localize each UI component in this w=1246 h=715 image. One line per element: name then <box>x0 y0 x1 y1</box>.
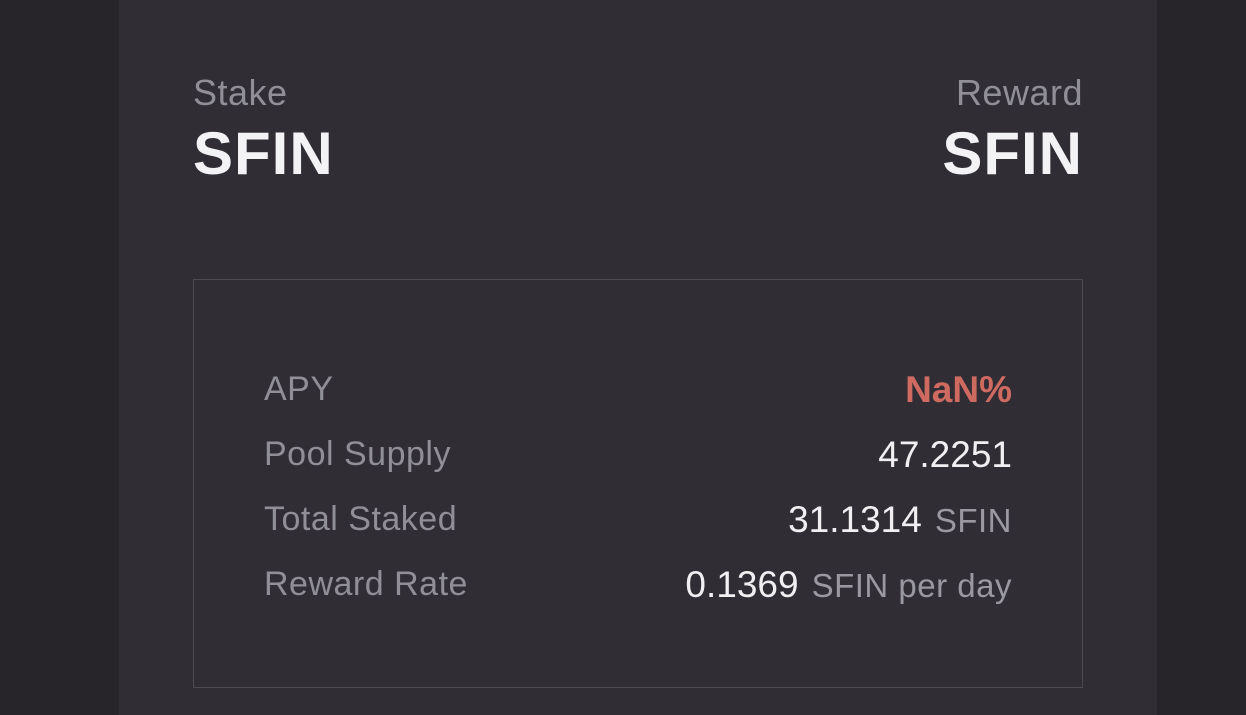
stat-row-apy: APY NaN% <box>264 357 1012 422</box>
reward-rate-unit: SFIN per day <box>811 566 1012 604</box>
staking-pool-content: Stake SFIN Reward SFIN APY NaN% Pool Sup… <box>119 70 1157 688</box>
total-staked-value: 31.1314 <box>788 498 922 540</box>
apy-label: APY <box>264 370 334 409</box>
stat-row-total-staked: Total Staked 31.1314 SFIN <box>264 487 1012 552</box>
stat-row-pool-supply: Pool Supply 47.2251 <box>264 422 1012 487</box>
reward-rate-value: 0.1369 <box>685 563 799 605</box>
stat-row-reward-rate: Reward Rate 0.1369 SFIN per day <box>264 552 1012 617</box>
stake-reward-header: Stake SFIN Reward SFIN <box>193 70 1083 184</box>
staking-pool-panel: Stake SFIN Reward SFIN APY NaN% Pool Sup… <box>119 0 1157 715</box>
pool-stats-box: APY NaN% Pool Supply 47.2251 Total Stake… <box>193 278 1083 688</box>
stake-column: Stake SFIN <box>193 70 334 184</box>
total-staked-value-group: 31.1314 SFIN <box>788 499 1012 541</box>
stake-token: SFIN <box>193 119 334 187</box>
reward-column: Reward SFIN <box>942 70 1083 184</box>
reward-rate-value-group: 0.1369 SFIN per day <box>685 564 1012 606</box>
pool-supply-label: Pool Supply <box>264 435 451 474</box>
reward-token: SFIN <box>942 119 1083 187</box>
pool-supply-value-group: 47.2251 <box>878 434 1012 476</box>
apy-value-group: NaN% <box>905 369 1012 411</box>
stake-label: Stake <box>193 72 288 113</box>
reward-label: Reward <box>955 72 1083 113</box>
pool-supply-value: 47.2251 <box>878 433 1012 475</box>
apy-value: NaN% <box>905 368 1012 410</box>
reward-rate-label: Reward Rate <box>264 565 468 604</box>
total-staked-unit: SFIN <box>934 501 1012 539</box>
total-staked-label: Total Staked <box>264 500 458 539</box>
